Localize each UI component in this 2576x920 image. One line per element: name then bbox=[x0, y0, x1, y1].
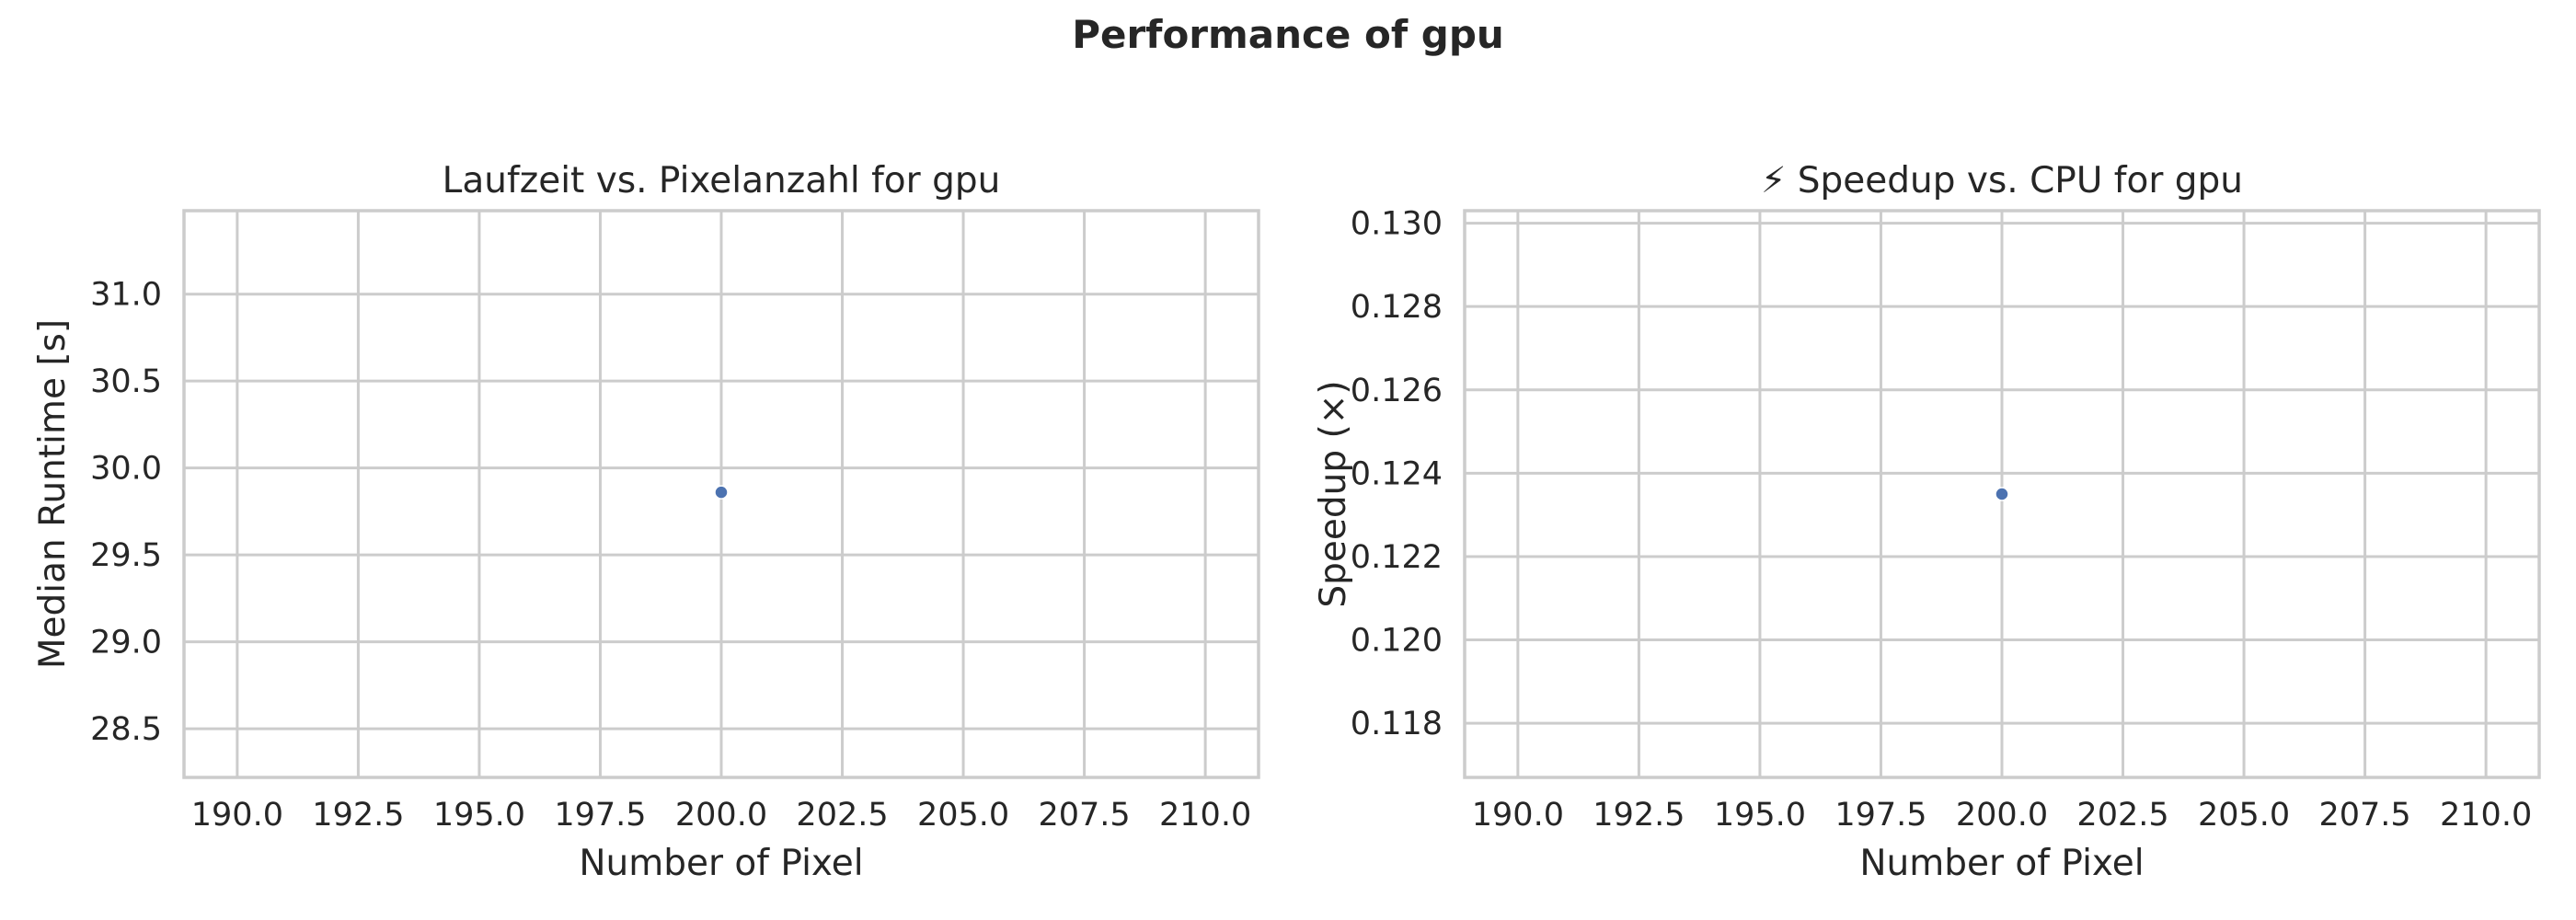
speedup-x-tick-label: 195.0 bbox=[1714, 797, 1806, 834]
runtime-chart-title: Laufzeit vs. Pixelanzahl for gpu bbox=[443, 160, 1001, 201]
speedup-y-axis-label: Speedup (×) bbox=[1313, 380, 1354, 607]
runtime-y-tick-label: 28.5 bbox=[90, 711, 162, 748]
speedup-x-tick-label: 200.0 bbox=[1956, 797, 2048, 834]
runtime-y-tick-label: 29.0 bbox=[90, 625, 162, 661]
speedup-y-tick-label: 0.128 bbox=[1351, 289, 1443, 326]
speedup-x-tick-labels: 190.0 192.5 195.0 197.5 200.0 202.5 205.0 207.5… bbox=[1472, 797, 2532, 834]
runtime-y-axis-label: Median Runtime [s] bbox=[32, 319, 74, 669]
figure-title: Performance of gpu bbox=[1072, 12, 1504, 57]
runtime-x-tick-label: 210.0 bbox=[1159, 797, 1251, 834]
runtime-plot-frame bbox=[182, 209, 1260, 779]
speedup-x-tick-label: 210.0 bbox=[2440, 797, 2532, 834]
speedup-plot-frame bbox=[1463, 209, 2541, 779]
runtime-y-tick-label: 30.0 bbox=[90, 451, 162, 488]
runtime-x-tick-label: 202.5 bbox=[796, 797, 888, 834]
speedup-y-tick-label: 0.118 bbox=[1351, 706, 1443, 742]
runtime-y-tick-labels: 28.5 29.0 29.5 30.0 30.5 31.0 bbox=[90, 277, 162, 748]
speedup-data-point bbox=[1995, 487, 2009, 501]
speedup-x-tick-label: 202.5 bbox=[2076, 797, 2168, 834]
runtime-x-tick-label: 190.0 bbox=[191, 797, 283, 834]
runtime-x-axis-label: Number of Pixel bbox=[579, 843, 863, 884]
speedup-y-grid bbox=[1465, 222, 2539, 725]
runtime-x-tick-label: 205.0 bbox=[917, 797, 1009, 834]
speedup-y-tick-labels: 0.118 0.120 0.122 0.124 0.126 0.128 0.130 bbox=[1351, 206, 1443, 743]
runtime-x-tick-label: 200.0 bbox=[675, 797, 767, 834]
runtime-chart-panel: 190.0 192.5 195.0 197.5 200.0 202.5 205.0 207.5… bbox=[32, 160, 1260, 884]
speedup-x-tick-label: 205.0 bbox=[2198, 797, 2290, 834]
runtime-x-tick-labels: 190.0 192.5 195.0 197.5 200.0 202.5 205.0 207.5… bbox=[191, 797, 1251, 834]
runtime-x-tick-label: 195.0 bbox=[433, 797, 525, 834]
runtime-y-tick-label: 30.5 bbox=[90, 363, 162, 400]
speedup-points bbox=[1995, 487, 2009, 501]
runtime-x-tick-label: 197.5 bbox=[554, 797, 646, 834]
speedup-x-tick-label: 192.5 bbox=[1593, 797, 1685, 834]
runtime-x-tick-label: 192.5 bbox=[312, 797, 404, 834]
speedup-y-tick-label: 0.124 bbox=[1351, 455, 1443, 492]
runtime-points bbox=[714, 485, 729, 500]
speedup-x-tick-label: 197.5 bbox=[1834, 797, 1926, 834]
runtime-x-tick-label: 207.5 bbox=[1038, 797, 1130, 834]
runtime-data-point bbox=[714, 485, 729, 500]
speedup-chart-title: ⚡ Speedup vs. CPU for gpu bbox=[1761, 160, 2243, 201]
speedup-x-tick-label: 207.5 bbox=[2318, 797, 2410, 834]
speedup-x-tick-label: 190.0 bbox=[1472, 797, 1564, 834]
runtime-y-tick-label: 31.0 bbox=[90, 277, 162, 314]
speedup-y-tick-label: 0.126 bbox=[1351, 373, 1443, 409]
speedup-y-tick-label: 0.130 bbox=[1351, 206, 1443, 243]
speedup-y-tick-label: 0.120 bbox=[1351, 623, 1443, 660]
speedup-x-axis-label: Number of Pixel bbox=[1859, 843, 2144, 884]
speedup-y-tick-label: 0.122 bbox=[1351, 539, 1443, 576]
runtime-y-grid bbox=[184, 293, 1259, 730]
speedup-x-grid bbox=[1516, 211, 2488, 777]
runtime-y-tick-label: 29.5 bbox=[90, 537, 162, 574]
speedup-chart-panel: 190.0 192.5 195.0 197.5 200.0 202.5 205.0 207.5… bbox=[1313, 160, 2541, 884]
